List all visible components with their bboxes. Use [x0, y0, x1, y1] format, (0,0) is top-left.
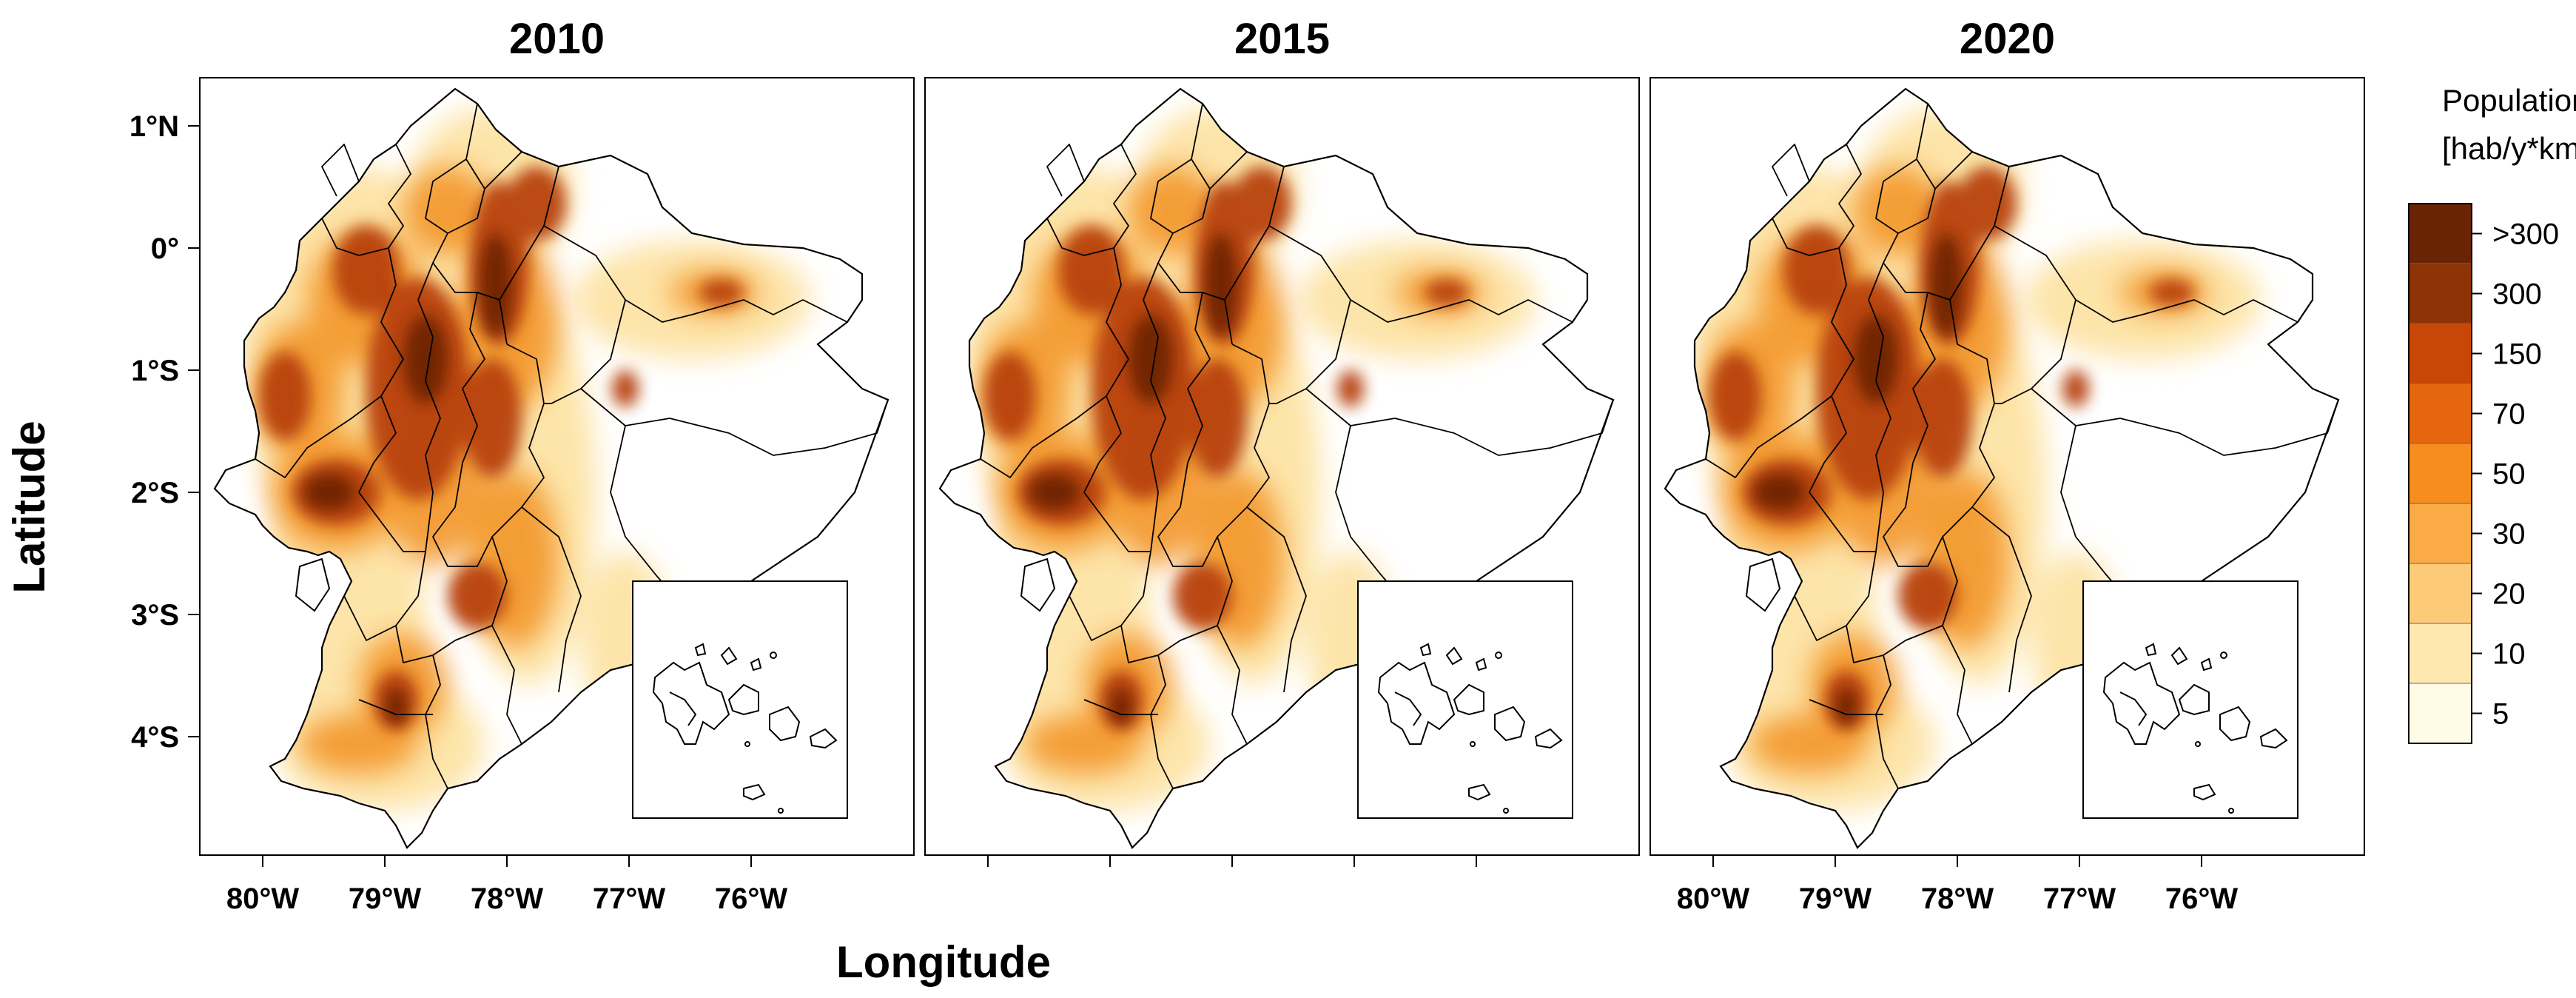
legend-swatch — [2408, 203, 2472, 264]
legend: Population [hab/y*km2] >300 300 150 70 50 30 2… — [2408, 83, 2576, 744]
lat-tick-label: 1°N — [130, 110, 179, 143]
lon-tick-label: 80°W — [226, 883, 299, 915]
legend-title-line1: Population — [2442, 83, 2576, 118]
map-panel-2020: 2020 — [1649, 15, 2365, 867]
legend-label: 70 — [2492, 398, 2526, 431]
legend-label: 5 — [2492, 698, 2509, 731]
legend-swatch — [2408, 563, 2472, 624]
lon-tick-label: 77°W — [2043, 883, 2116, 915]
legend-label: 20 — [2492, 578, 2526, 611]
panel-title: 2015 — [1234, 15, 1330, 63]
lon-tick-label: 79°W — [1799, 883, 1872, 915]
legend-label: 10 — [2492, 638, 2526, 671]
lat-tick-label: 1°S — [131, 355, 179, 387]
lon-tick-label: 78°W — [471, 883, 543, 915]
y-axis-title: Latitude — [4, 421, 54, 593]
lon-tick-label: 76°W — [2165, 883, 2238, 915]
lon-tick-label: 76°W — [715, 883, 787, 915]
panel-title: 2020 — [1960, 15, 2055, 63]
lon-tick-label: 78°W — [1921, 883, 1994, 915]
legend-swatch — [2408, 323, 2472, 384]
legend-label: 30 — [2492, 518, 2526, 551]
legend-title-line2: [hab/y*km2] — [2442, 128, 2576, 166]
panel-title: 2010 — [509, 15, 605, 63]
lat-tick-label: 0° — [151, 232, 179, 265]
legend-swatch — [2408, 263, 2472, 324]
lat-tick-label: 3°S — [131, 599, 179, 632]
legend-swatch — [2408, 443, 2472, 504]
legend-label: 150 — [2492, 338, 2542, 371]
map-panel-2010: 2010 — [199, 15, 915, 867]
legend-frame — [2408, 203, 2472, 744]
legend-label: 300 — [2492, 278, 2542, 311]
legend-label: 50 — [2492, 458, 2526, 491]
legend-label: >300 — [2492, 218, 2559, 251]
legend-swatch — [2408, 503, 2472, 564]
legend-swatch — [2408, 683, 2472, 744]
x-axis-title: Longitude — [836, 937, 1051, 987]
lat-tick-label: 2°S — [131, 477, 179, 509]
lon-tick-label: 80°W — [1677, 883, 1749, 915]
lon-tick-label: 79°W — [349, 883, 421, 915]
legend-swatch — [2408, 623, 2472, 684]
legend-swatch — [2408, 383, 2472, 444]
map-panel-2015: 2015 — [924, 15, 1640, 867]
lon-tick-label: 77°W — [593, 883, 665, 915]
lat-tick-label: 4°S — [131, 721, 179, 754]
legend-title-unit: [hab/y*km — [2442, 131, 2576, 166]
